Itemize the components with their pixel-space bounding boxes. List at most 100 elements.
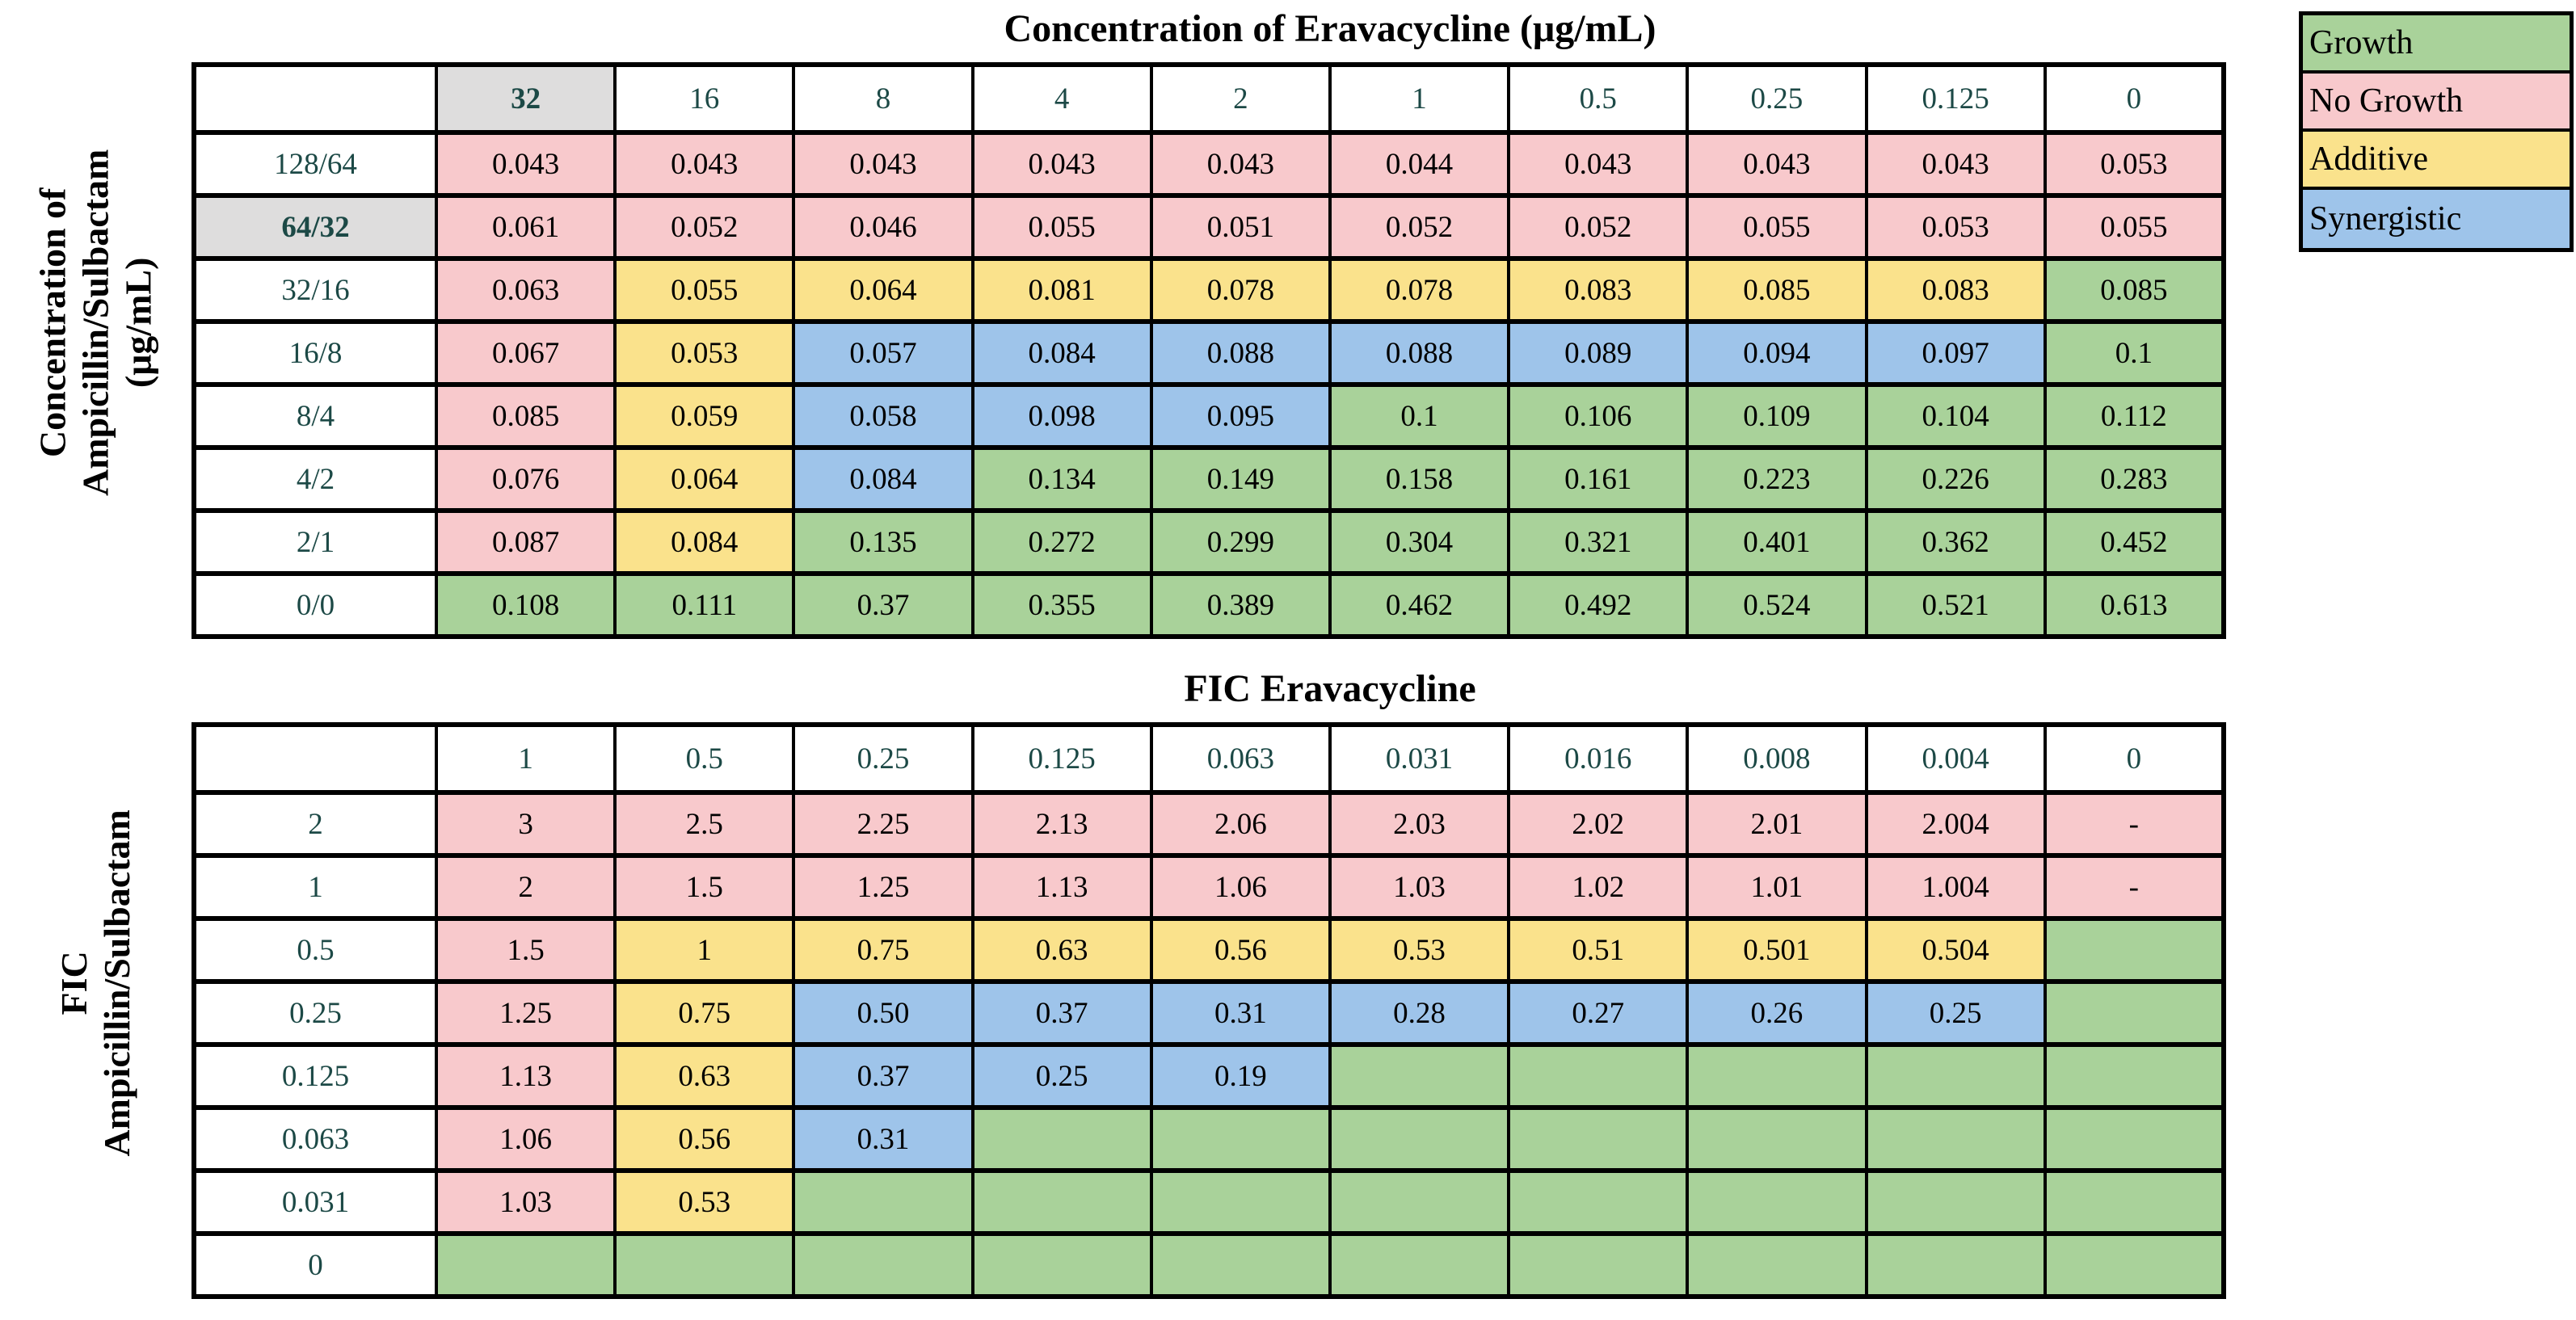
value-cell: 0.108 xyxy=(434,571,617,639)
concentration-y-axis-label-wrap: Concentration of Ampicillin/Sulbactam (μ… xyxy=(0,6,192,639)
value-cell xyxy=(1328,1231,1511,1299)
value-cell: 0.321 xyxy=(1507,508,1690,576)
value-cell xyxy=(1864,1042,2047,1110)
value-cell: 0.492 xyxy=(1507,571,1690,639)
value-cell: 0.28 xyxy=(1328,979,1511,1047)
value-cell xyxy=(2043,916,2226,984)
table-row: 8/4 0.085 0.059 0.058 0.098 0.095 0.1 0.106 0.10… xyxy=(192,382,2226,450)
value-cell xyxy=(1864,1168,2047,1236)
value-cell: 0.389 xyxy=(1149,571,1332,639)
value-cell: 0.043 xyxy=(1864,130,2047,198)
value-cell: 0.051 xyxy=(1149,193,1332,261)
value-cell: 0.37 xyxy=(792,1042,974,1110)
value-cell: - xyxy=(2043,790,2226,858)
value-cell xyxy=(792,1168,974,1236)
column-header: 1 xyxy=(434,722,617,795)
value-cell: 0.053 xyxy=(2043,130,2226,198)
value-cell: 0.106 xyxy=(1507,382,1690,450)
fic-table-column: FIC Eravacycline 1 0.5 0.25 0.125 0.063 0.031… xyxy=(192,666,2226,1299)
row-label: 2/1 xyxy=(192,508,438,576)
value-cell: 0.63 xyxy=(970,916,1153,984)
value-cell xyxy=(970,1231,1153,1299)
column-header-row: 1 0.5 0.25 0.125 0.063 0.031 0.016 0.008 0.004 0 xyxy=(192,722,2226,795)
column-header: 32 xyxy=(434,62,617,135)
table-row: 4/2 0.076 0.064 0.084 0.134 0.149 0.158 0.161 0.… xyxy=(192,445,2226,513)
value-cell: 1.25 xyxy=(434,979,617,1047)
value-cell: 0.272 xyxy=(970,508,1153,576)
column-header: 0.031 xyxy=(1328,722,1511,795)
value-cell xyxy=(792,1231,974,1299)
value-cell: 0.283 xyxy=(2043,445,2226,513)
value-cell: 1.5 xyxy=(434,916,617,984)
row-label: 2 xyxy=(192,790,438,858)
value-cell: 0.058 xyxy=(792,382,974,450)
column-header: 2 xyxy=(1149,62,1332,135)
value-cell: 2 xyxy=(434,853,617,921)
table-row: 2/1 0.087 0.084 0.135 0.272 0.299 0.304 0.321 0.… xyxy=(192,508,2226,576)
value-cell: 0.078 xyxy=(1328,256,1511,324)
column-header: 0.063 xyxy=(1149,722,1332,795)
value-cell: 1.5 xyxy=(613,853,796,921)
value-cell: 0.109 xyxy=(1686,382,1868,450)
value-cell: 1.02 xyxy=(1507,853,1690,921)
value-cell: 0.055 xyxy=(613,256,796,324)
value-cell: 0.094 xyxy=(1686,319,1868,387)
value-cell: 0.081 xyxy=(970,256,1153,324)
table-row: 0.5 1.5 1 0.75 0.63 0.56 0.53 0.51 0.501 0.504 xyxy=(192,916,2226,984)
value-cell: 0.504 xyxy=(1864,916,2047,984)
value-cell: 0.53 xyxy=(1328,916,1511,984)
table-row: 16/8 0.067 0.053 0.057 0.084 0.088 0.088 0.089 0… xyxy=(192,319,2226,387)
row-label: 128/64 xyxy=(192,130,438,198)
value-cell xyxy=(2043,1231,2226,1299)
value-cell: 0.084 xyxy=(970,319,1153,387)
table-row: 0 xyxy=(192,1231,2226,1299)
value-cell xyxy=(1328,1042,1511,1110)
value-cell: 0.057 xyxy=(792,319,974,387)
concentration-y-axis-label: Concentration of Ampicillin/Sulbactam (μ… xyxy=(32,149,160,496)
value-cell: 0.53 xyxy=(613,1168,796,1236)
row-label: 0.063 xyxy=(192,1105,438,1173)
value-cell xyxy=(1507,1105,1690,1173)
column-header: 4 xyxy=(970,62,1153,135)
value-cell xyxy=(613,1231,796,1299)
value-cell xyxy=(1686,1168,1868,1236)
value-cell: 0.089 xyxy=(1507,319,1690,387)
value-cell xyxy=(1507,1231,1690,1299)
value-cell: 0.31 xyxy=(792,1105,974,1173)
table-row: 2 3 2.5 2.25 2.13 2.06 2.03 2.02 2.01 2.004- xyxy=(192,790,2226,858)
table-row: 0.031 1.03 0.53 xyxy=(192,1168,2226,1236)
value-cell: 0.37 xyxy=(970,979,1153,1047)
value-cell: 0.524 xyxy=(1686,571,1868,639)
value-cell: 0.19 xyxy=(1149,1042,1332,1110)
value-cell xyxy=(1507,1042,1690,1110)
y-axis-line: (μg/mL) xyxy=(116,257,158,389)
value-cell: 0.043 xyxy=(434,130,617,198)
column-header: 8 xyxy=(792,62,974,135)
value-cell xyxy=(1328,1105,1511,1173)
value-cell: 1.06 xyxy=(434,1105,617,1173)
value-cell: 0.158 xyxy=(1328,445,1511,513)
column-header: 0.5 xyxy=(1507,62,1690,135)
legend: Growth No Growth Additive Synergistic xyxy=(2299,11,2574,252)
value-cell: 0.63 xyxy=(613,1042,796,1110)
value-cell xyxy=(1149,1168,1332,1236)
table-row: 32/16 0.063 0.055 0.064 0.081 0.078 0.078 0.083… xyxy=(192,256,2226,324)
value-cell: 0.362 xyxy=(1864,508,2047,576)
value-cell xyxy=(1149,1231,1332,1299)
value-cell: 2.03 xyxy=(1328,790,1511,858)
value-cell xyxy=(1507,1168,1690,1236)
row-label: 0.031 xyxy=(192,1168,438,1236)
row-label: 4/2 xyxy=(192,445,438,513)
value-cell: 1.004 xyxy=(1864,853,2047,921)
corner-cell xyxy=(192,62,438,135)
value-cell: 0.223 xyxy=(1686,445,1868,513)
legend-item-synergistic: Synergistic xyxy=(2303,190,2570,248)
value-cell: 0.043 xyxy=(1686,130,1868,198)
value-cell: 1.13 xyxy=(434,1042,617,1110)
value-cell: 0.083 xyxy=(1864,256,2047,324)
column-header: 0.125 xyxy=(1864,62,2047,135)
y-axis-line: Ampicillin/Sulbactam xyxy=(95,809,137,1157)
value-cell: 0.053 xyxy=(1864,193,2047,261)
value-cell: 0.355 xyxy=(970,571,1153,639)
column-header-row: 32 16 8 4 2 1 0.5 0.25 0.125 0 xyxy=(192,62,2226,135)
